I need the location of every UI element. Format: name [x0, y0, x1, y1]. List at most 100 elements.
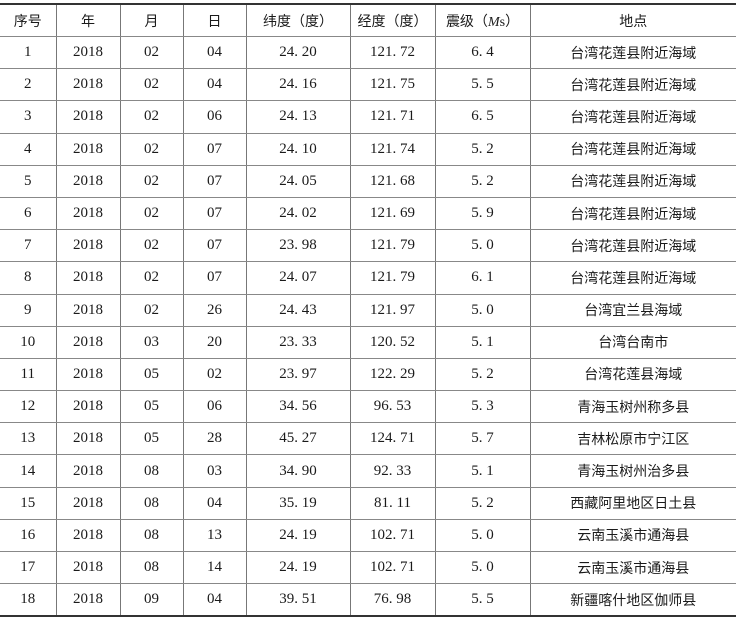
table-row: 6 2018 02 07 24. 02 121. 69 5. 9 台湾花莲县附近海域: [0, 197, 736, 231]
cell-month: 05: [119, 390, 183, 424]
cell-latitude: 24. 19: [245, 519, 350, 553]
cell-index: 11: [0, 358, 56, 392]
cell-magnitude: 5. 1: [434, 454, 530, 488]
cell-longitude: 121. 72: [349, 36, 435, 70]
cell-longitude: 124. 71: [349, 422, 435, 456]
magnitude-suffix: ）: [505, 13, 520, 30]
cell-magnitude: 5. 2: [434, 133, 530, 166]
cell-latitude: 24. 19: [245, 551, 350, 585]
cell-month: 08: [119, 519, 183, 553]
cell-location: 台湾花莲县附近海域: [529, 261, 736, 295]
cell-index: 5: [0, 165, 56, 198]
cell-magnitude: 5. 2: [434, 165, 530, 198]
cell-month: 08: [119, 487, 183, 520]
cell-location: 青海玉树州称多县: [529, 390, 736, 424]
cell-month: 09: [119, 583, 183, 617]
cell-day: 06: [182, 390, 246, 424]
table-row: 3 2018 02 06 24. 13 121. 71 6. 5 台湾花莲县附近海域: [0, 100, 736, 134]
cell-year: 2018: [55, 197, 120, 231]
cell-day: 26: [182, 294, 246, 327]
header-latitude: 纬度（度）: [245, 4, 350, 37]
cell-location: 西藏阿里地区日土县: [529, 487, 736, 520]
cell-latitude: 24. 43: [245, 294, 350, 327]
header-longitude: 经度（度）: [349, 4, 435, 37]
cell-location: 新疆喀什地区伽师县: [529, 583, 736, 617]
cell-location: 台湾宜兰县海域: [529, 294, 736, 327]
cell-year: 2018: [55, 487, 120, 520]
cell-magnitude: 6. 5: [434, 100, 530, 134]
cell-year: 2018: [55, 326, 120, 359]
cell-latitude: 23. 98: [245, 229, 350, 263]
table-row: 5 2018 02 07 24. 05 121. 68 5. 2 台湾花莲县附近海域: [0, 165, 736, 198]
cell-month: 02: [119, 68, 183, 102]
cell-location: 台湾花莲县附近海域: [529, 68, 736, 102]
table-row: 12 2018 05 06 34. 56 96. 53 5. 3 青海玉树州称多县: [0, 390, 736, 424]
table-row: 2 2018 02 04 24. 16 121. 75 5. 5 台湾花莲县附近海域: [0, 68, 736, 102]
cell-year: 2018: [55, 583, 120, 617]
cell-index: 8: [0, 261, 56, 295]
cell-location: 台湾花莲县附近海域: [529, 165, 736, 198]
cell-day: 07: [182, 197, 246, 231]
cell-location: 青海玉树州治多县: [529, 454, 736, 488]
cell-magnitude: 5. 2: [434, 487, 530, 520]
cell-day: 07: [182, 165, 246, 198]
header-row: 序号 年 月 日 纬度（度） 经度（度） 震级（Ms） 地点: [0, 4, 736, 37]
magnitude-unit-sub: s: [499, 14, 506, 30]
cell-month: 02: [119, 229, 183, 263]
cell-location: 台湾花莲县附近海域: [529, 229, 736, 263]
cell-month: 02: [119, 294, 183, 327]
cell-latitude: 24. 16: [245, 68, 350, 102]
cell-year: 2018: [55, 294, 120, 327]
cell-year: 2018: [55, 519, 120, 553]
cell-longitude: 92. 33: [349, 454, 435, 488]
magnitude-prefix: 震级（: [445, 13, 488, 30]
cell-index: 18: [20, 591, 36, 608]
cell-index: 10: [0, 326, 56, 359]
cell-location: 吉林松原市宁江区: [529, 422, 736, 456]
cell-longitude: 121. 97: [349, 294, 435, 327]
table-row: 4 2018 02 07 24. 10 121. 74 5. 2 台湾花莲县附近海域: [0, 133, 736, 166]
cell-year: 2018: [55, 390, 120, 424]
cell-latitude: 34. 56: [245, 390, 350, 424]
cell-year: 2018: [55, 454, 120, 488]
cell-longitude: 121. 75: [349, 68, 435, 102]
cell-day: 13: [182, 519, 246, 553]
cell-magnitude: 6. 4: [434, 36, 530, 70]
cell-longitude: 121. 79: [349, 229, 435, 263]
table-row: 1 2018 02 04 24. 20 121. 72 6. 4 台湾花莲县附近海域: [0, 36, 736, 70]
header-day: 日: [182, 4, 246, 37]
cell-longitude: 81. 11: [349, 487, 435, 520]
cell-index: 14: [0, 454, 56, 488]
cell-location: 台湾花莲县附近海域: [529, 100, 736, 134]
cell-index: 16: [0, 519, 56, 553]
cell-index: 7: [0, 229, 56, 263]
table-row: 11 2018 05 02 23. 97 122. 29 5. 2 台湾花莲县海域: [0, 358, 736, 392]
table-row: 10 2018 03 20 23. 33 120. 52 5. 1 台湾台南市: [0, 326, 736, 359]
cell-magnitude: 5. 5: [434, 68, 530, 102]
header-year: 年: [55, 4, 120, 37]
cell-latitude: 24. 07: [245, 261, 350, 295]
cell-year: 2018: [55, 358, 120, 392]
cell-latitude: 24. 02: [245, 197, 350, 231]
cell-day: 14: [182, 551, 246, 585]
cell-magnitude: 5. 0: [434, 551, 530, 585]
table-row: 17 2018 08 14 24. 19 102. 71 5. 0 云南玉溪市通海县: [0, 551, 736, 585]
cell-day: 03: [182, 454, 246, 488]
cell-magnitude: 5. 5: [434, 583, 530, 617]
earthquake-table: 序号 年 月 日 纬度（度） 经度（度） 震级（Ms） 地点 1 2018 02 04…: [0, 3, 736, 617]
cell-longitude: 76. 98: [349, 583, 435, 617]
cell-day: 04: [182, 487, 246, 520]
table-row: 14 2018 08 03 34. 90 92. 33 5. 1 青海玉树州治多县: [0, 454, 736, 488]
cell-longitude: 122. 29: [349, 358, 435, 392]
cell-latitude: 24. 10: [245, 133, 350, 166]
cell-latitude: 24. 13: [245, 100, 350, 134]
cell-month: 02: [119, 133, 183, 166]
cell-magnitude: 6. 1: [434, 261, 530, 295]
cell-longitude: 96. 53: [349, 390, 435, 424]
cell-index: 17: [0, 551, 56, 585]
table-row: 7 2018 02 07 23. 98 121. 79 5. 0 台湾花莲县附近海域: [0, 229, 736, 263]
cell-month: 05: [119, 422, 183, 456]
cell-year: 2018: [55, 165, 120, 198]
cell-day: 02: [182, 358, 246, 392]
cell-magnitude: 5. 1: [434, 326, 530, 359]
